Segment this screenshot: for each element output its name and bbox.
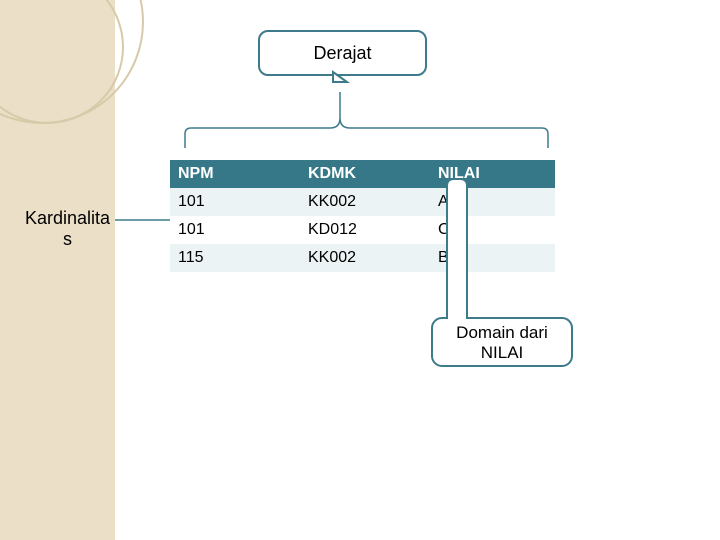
domain-line1: Domain dari [456,323,548,342]
slide: Derajat Kardinalita s NPM KDMK NILAI 101 [0,0,720,540]
domain-callout-text: Domain dari NILAI [432,323,572,362]
domain-callout-icon [0,0,720,540]
domain-line2: NILAI [481,343,524,362]
